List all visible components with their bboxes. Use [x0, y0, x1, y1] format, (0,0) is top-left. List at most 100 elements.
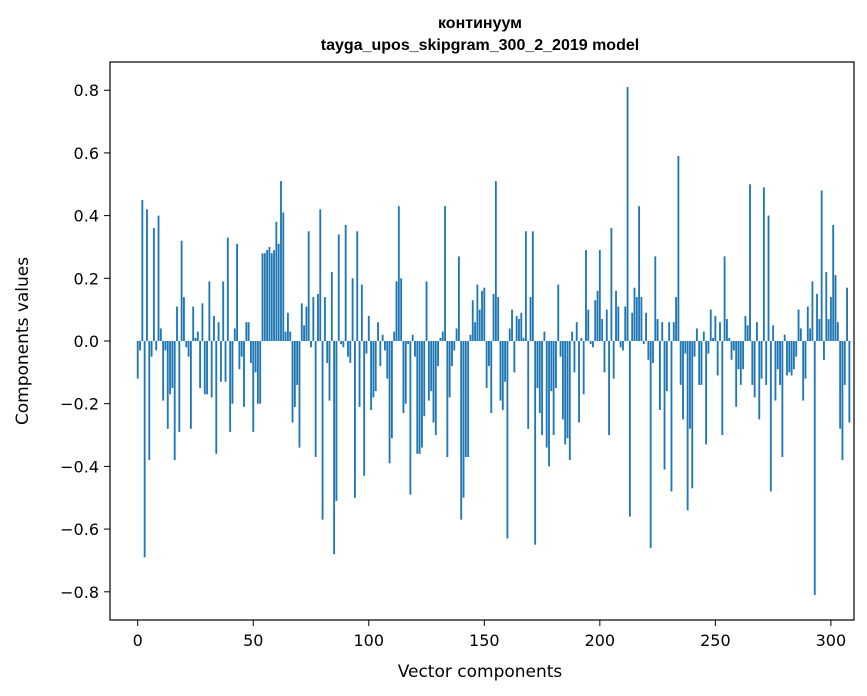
bar-49 [250, 341, 252, 363]
bar-44 [238, 341, 241, 370]
bar-206 [612, 341, 615, 379]
bar-205 [610, 228, 613, 341]
bar-204 [608, 341, 611, 436]
bar-18 [178, 341, 181, 432]
bar-247 [707, 341, 710, 354]
bar-249 [712, 337, 714, 341]
bar-153 [490, 341, 493, 414]
bar-167 [522, 337, 525, 341]
bar-114 [400, 278, 403, 341]
bar-117 [407, 341, 409, 345]
bar-26 [196, 331, 199, 341]
bar-73 [305, 306, 308, 341]
bar-261 [739, 341, 742, 385]
bar-70 [298, 341, 301, 448]
bar-221 [647, 341, 650, 360]
y-tick-label: −0.8 [60, 583, 99, 602]
bar-285 [795, 341, 798, 357]
bar-242 [695, 328, 698, 341]
bar-304 [839, 341, 842, 429]
bar-217 [638, 206, 641, 341]
bar-79 [319, 209, 322, 341]
bar-145 [471, 300, 474, 341]
bar-172 [534, 341, 537, 545]
x-tick-label: 100 [354, 631, 385, 650]
bar-64 [284, 331, 287, 341]
bar-179 [550, 341, 553, 392]
bar-245 [702, 331, 705, 341]
bar-28 [201, 303, 204, 341]
bar-283 [790, 341, 793, 376]
bar-195 [587, 309, 590, 341]
bar-262 [742, 341, 745, 370]
bar-173 [536, 341, 539, 389]
bar-143 [467, 341, 470, 457]
bar-36 [219, 341, 222, 382]
bar-269 [758, 341, 761, 420]
bar-118 [409, 341, 412, 495]
bar-223 [652, 341, 654, 363]
bar-98 [363, 341, 366, 476]
bar-235 [679, 341, 682, 385]
bar-120 [414, 341, 416, 357]
bar-302 [834, 275, 837, 341]
bar-240 [691, 341, 694, 489]
bar-182 [557, 284, 560, 341]
bar-5 [148, 341, 151, 461]
bar-203 [605, 309, 608, 341]
bar-274 [769, 341, 772, 492]
bar-201 [601, 319, 604, 341]
bar-139 [457, 256, 460, 341]
bar-287 [799, 328, 802, 341]
bar-238 [686, 341, 689, 511]
bar-52 [256, 341, 259, 404]
bar-4 [146, 209, 148, 341]
bar-162 [511, 309, 513, 341]
bar-178 [548, 341, 550, 467]
bar-292 [811, 281, 814, 341]
bar-180 [552, 341, 555, 436]
bar-47 [245, 322, 248, 341]
x-tick-label: 150 [469, 631, 500, 650]
chart-subtitle: tayga_upos_skipgram_300_2_2019 model [321, 37, 639, 54]
bar-170 [529, 297, 532, 341]
bar-307 [846, 287, 848, 341]
bar-163 [513, 341, 516, 373]
bar-85 [333, 341, 336, 555]
bar-158 [501, 341, 504, 410]
bar-81 [323, 297, 326, 341]
bar-88 [340, 341, 342, 345]
bar-214 [631, 312, 634, 341]
bar-21 [185, 341, 188, 348]
bar-119 [411, 334, 414, 341]
bar-146 [474, 322, 476, 341]
bar-61 [277, 243, 280, 341]
bar-299 [827, 319, 830, 341]
bar-128 [432, 341, 435, 423]
bar-33 [213, 315, 215, 341]
bar-294 [816, 293, 818, 341]
bar-300 [829, 297, 832, 341]
bar-97 [360, 284, 363, 341]
bar-266 [751, 341, 754, 385]
bar-186 [566, 341, 569, 439]
bar-41 [231, 341, 234, 404]
bar-264 [746, 325, 749, 341]
bar-149 [481, 290, 483, 341]
bar-174 [538, 341, 541, 414]
bar-99 [365, 341, 368, 354]
bar-252 [719, 322, 721, 341]
bar-108 [386, 341, 389, 379]
x-axis-label: Vector components [398, 662, 563, 682]
bar-259 [735, 341, 738, 407]
bar-50 [252, 341, 255, 432]
bar-227 [661, 322, 664, 341]
bar-22 [187, 341, 190, 357]
bar-105 [379, 341, 382, 367]
bar-45 [240, 341, 243, 357]
bar-126 [427, 341, 430, 401]
bar-284 [793, 341, 795, 370]
bar-78 [317, 293, 319, 341]
bar-3 [143, 341, 146, 558]
x-tick-label: 200 [585, 631, 616, 650]
